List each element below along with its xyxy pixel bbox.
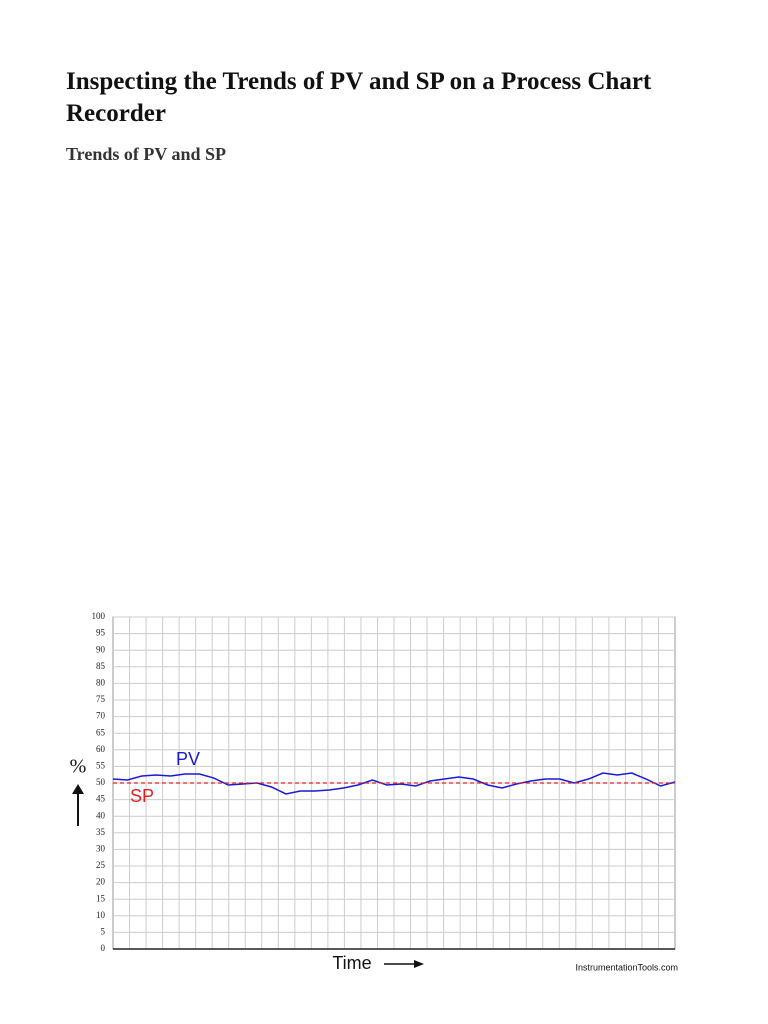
y-tick-label: 80 (96, 677, 106, 687)
y-tick-label: 95 (96, 628, 106, 638)
source-label: InstrumentationTools.com (575, 962, 678, 972)
y-tick-label: 30 (96, 843, 106, 853)
y-axis-label: % (70, 756, 87, 778)
y-arrow-head (72, 784, 84, 794)
y-tick-label: 55 (96, 760, 106, 770)
y-tick-label: 60 (96, 744, 106, 754)
x-axis-label: Time (332, 953, 371, 973)
series-label: SP (130, 786, 154, 806)
y-tick-label: 5 (101, 926, 106, 936)
y-tick-label: 90 (96, 644, 106, 654)
y-tick-label: 15 (96, 893, 106, 903)
y-tick-label: 0 (101, 943, 106, 953)
y-tick-label: 75 (96, 694, 106, 704)
y-tick-label: 20 (96, 877, 106, 887)
page-title: Inspecting the Trends of PV and SP on a … (66, 68, 652, 127)
y-tick-label: 65 (96, 727, 106, 737)
page-subtitle: Trends of PV and SP (66, 144, 227, 164)
series-line (112, 772, 676, 795)
y-tick-label: 35 (96, 827, 106, 837)
series-label: PV (176, 749, 200, 769)
y-tick-label: 45 (96, 794, 106, 804)
y-tick-label: 100 (92, 611, 106, 621)
y-tick-label: 25 (96, 860, 106, 870)
y-tick-label: 40 (96, 810, 106, 820)
y-tick-label: 85 (96, 661, 106, 671)
x-arrow-head (414, 960, 424, 968)
y-tick-label: 10 (96, 910, 106, 920)
y-tick-label: 70 (96, 711, 106, 721)
y-tick-label: 50 (96, 777, 106, 787)
